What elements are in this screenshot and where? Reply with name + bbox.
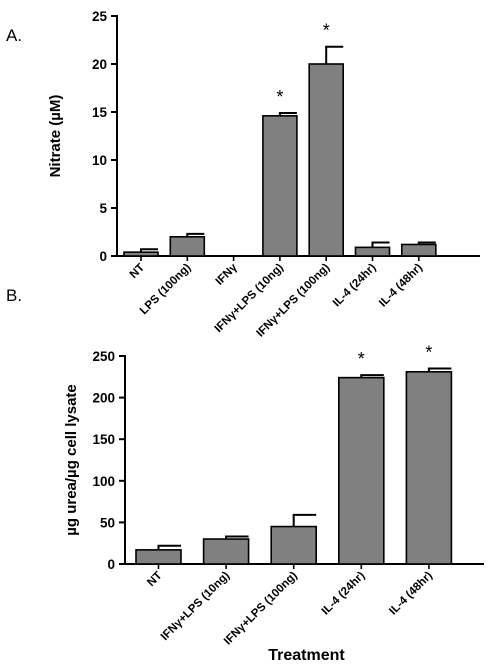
panel-a-y-tick-label: 0 — [99, 249, 107, 264]
panel-b-bar — [337, 376, 385, 565]
panel-b-x-tick-label: IL-4 (24hr) — [320, 570, 368, 618]
panel-a-significance-marker: * — [323, 21, 330, 41]
panel-b-bar — [202, 538, 250, 565]
panel-a-y-tick-label: 15 — [92, 105, 108, 120]
panel-b-y-axis-label: µg urea/µg cell lysate — [63, 384, 80, 536]
panel-b-bar — [135, 549, 182, 565]
panel-b-y-tick-label: 150 — [92, 432, 115, 447]
panel-a-x-tick-label: IL-4 (48hr) — [377, 262, 425, 310]
panel-b-x-tick-label: IFNγ+LPS (100ng) — [222, 570, 300, 648]
panel-a-bar — [308, 63, 345, 257]
panel-b-x-tick-label: NT — [145, 570, 164, 589]
panel-b-significance-marker: * — [358, 349, 365, 369]
panel-a-label: A. — [6, 26, 23, 45]
panel-b-x-tick-label: IL-4 (48hr) — [387, 570, 435, 618]
panel-b-bar — [405, 371, 453, 565]
panel-b-significance-marker: * — [425, 342, 432, 362]
panel-a-x-tick-label: IFNγ — [214, 261, 241, 288]
panel-a-bar — [400, 243, 437, 257]
panel-a-x-tick-label: IL-4 (24hr) — [331, 262, 379, 310]
panel-a-y-tick-label: 25 — [92, 9, 108, 24]
panel-b-y-tick-label: 100 — [92, 474, 115, 489]
panel-a-y-tick-label: 5 — [99, 201, 107, 216]
panel-b-bar — [270, 525, 318, 565]
panel-a-x-tick-label: NT — [128, 262, 147, 281]
panel-b-y-tick-label: 50 — [100, 515, 115, 530]
panel-a-bar — [169, 236, 206, 257]
panel-b-x-axis-label: Treatment — [268, 647, 345, 664]
panel-a-bar — [123, 251, 159, 257]
panel-b-y-tick-label: 200 — [92, 391, 115, 406]
panel-b-y-tick-label: 250 — [92, 349, 115, 364]
panel-b-x-tick-label: IFNγ+LPS (10ng) — [159, 570, 232, 643]
panel-b-label: B. — [6, 286, 23, 305]
panel-a-bar — [354, 246, 391, 257]
panel-a-y-axis-label: Nitrate (µM) — [47, 95, 64, 178]
panel-a-significance-marker: * — [276, 87, 283, 107]
panel-a-y-tick-label: 20 — [92, 57, 107, 72]
panel-a-bar — [262, 115, 298, 257]
panel-b-y-tick-label: 0 — [107, 557, 115, 572]
panel-a-y-tick-label: 10 — [92, 153, 107, 168]
